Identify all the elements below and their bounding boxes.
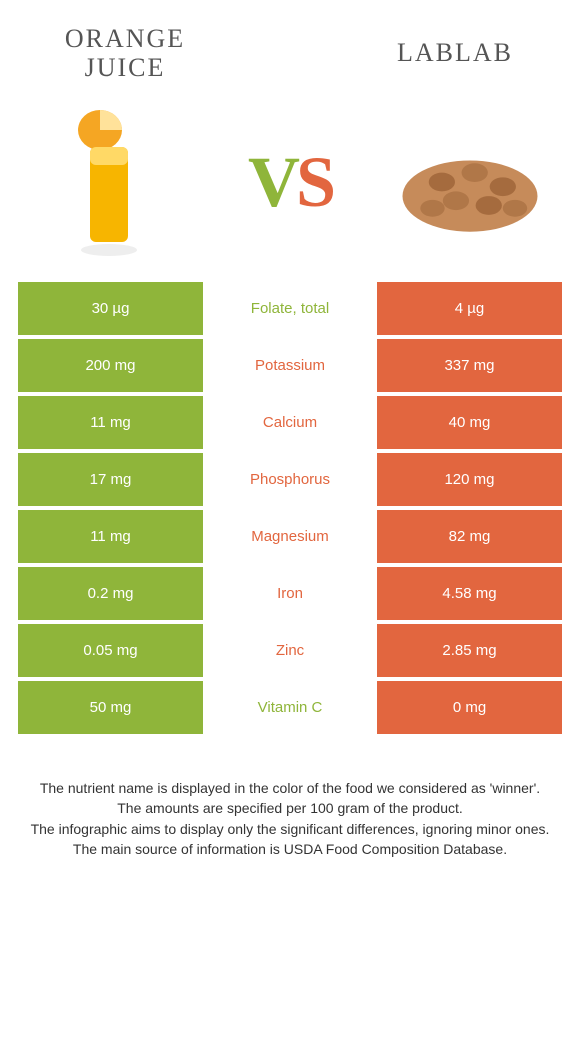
right-title-box: LABLAB [290,25,540,82]
nutrient-label: Phosphorus [203,453,377,506]
orange-juice-image [35,97,185,267]
right-value: 120 mg [377,453,562,506]
nutrient-label: Potassium [203,339,377,392]
left-value: 0.05 mg [18,624,203,677]
footer-line-2: The amounts are specified per 100 gram o… [24,798,556,818]
right-title: LABLAB [397,39,513,68]
nutrient-row: 50 mgVitamin C0 mg [18,681,562,734]
nutrient-label: Vitamin C [203,681,377,734]
right-value: 82 mg [377,510,562,563]
left-title-box: ORANGE JUICE [40,25,290,82]
left-value: 17 mg [18,453,203,506]
lablab-image [395,97,545,267]
left-title: ORANGE JUICE [40,25,210,82]
right-value: 0 mg [377,681,562,734]
nutrient-row: 0.2 mgIron4.58 mg [18,567,562,620]
vs-s: S [296,142,332,222]
right-value: 4.58 mg [377,567,562,620]
left-value: 11 mg [18,510,203,563]
vs-v: V [248,142,296,222]
footer-line-1: The nutrient name is displayed in the co… [24,778,556,798]
nutrient-row: 11 mgMagnesium82 mg [18,510,562,563]
nutrient-row: 0.05 mgZinc2.85 mg [18,624,562,677]
right-value: 4 µg [377,282,562,335]
left-value: 0.2 mg [18,567,203,620]
left-title-2: JUICE [85,53,166,82]
nutrient-label: Calcium [203,396,377,449]
footer-notes: The nutrient name is displayed in the co… [0,738,580,859]
left-value: 200 mg [18,339,203,392]
left-value: 30 µg [18,282,203,335]
vs-label: VS [248,141,332,224]
header: ORANGE JUICE LABLAB [0,0,580,92]
right-value: 2.85 mg [377,624,562,677]
footer-line-4: The main source of information is USDA F… [24,839,556,859]
nutrient-row: 17 mgPhosphorus120 mg [18,453,562,506]
nutrient-row: 11 mgCalcium40 mg [18,396,562,449]
left-value: 50 mg [18,681,203,734]
nutrient-row: 200 mgPotassium337 mg [18,339,562,392]
nutrient-label: Zinc [203,624,377,677]
nutrient-table: 30 µgFolate, total4 µg200 mgPotassium337… [0,282,580,734]
footer-line-3: The infographic aims to display only the… [24,819,556,839]
left-value: 11 mg [18,396,203,449]
nutrient-row: 30 µgFolate, total4 µg [18,282,562,335]
left-title-1: ORANGE [65,24,185,53]
right-value: 40 mg [377,396,562,449]
nutrient-label: Iron [203,567,377,620]
nutrient-label: Folate, total [203,282,377,335]
images-row: VS [0,92,580,282]
right-value: 337 mg [377,339,562,392]
nutrient-label: Magnesium [203,510,377,563]
